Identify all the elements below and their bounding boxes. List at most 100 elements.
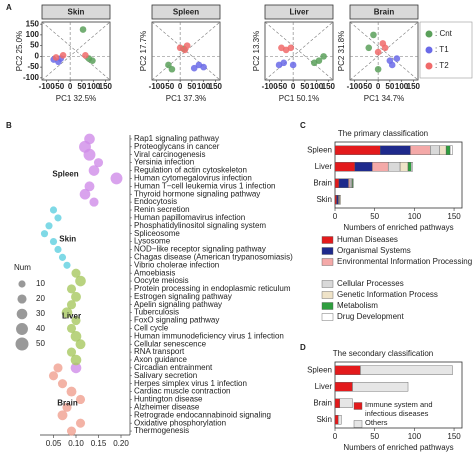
dot [66, 347, 77, 357]
bar-segment [338, 178, 349, 188]
dot [79, 188, 91, 200]
category-label: Apelin signaling pathway [134, 300, 222, 309]
category-label: Amoebiasis [134, 268, 175, 277]
category-label: Retrograde endocannabinoid signaling [134, 410, 271, 419]
x-tick-label: 0.10 [68, 439, 84, 448]
category-label: Human T−cell leukemia virus 1 infection [134, 181, 275, 190]
x-tick-label: 100 [395, 82, 409, 91]
category-label: Liver [315, 382, 333, 391]
x-tick-label: 0.20 [113, 439, 129, 448]
x-tick-label: 100 [87, 82, 101, 91]
plot-frame [264, 21, 334, 81]
legend-swatch [321, 280, 334, 288]
dot [75, 339, 86, 350]
group-label: Liver [62, 312, 81, 321]
category-label: Lysosome [134, 237, 171, 246]
legend-label: Others [365, 419, 388, 427]
category-label: Thyroid hormone signaling pathway [134, 189, 260, 198]
bar-segment [334, 162, 356, 172]
bar-segment [334, 365, 361, 375]
size-legend-label: 50 [36, 339, 45, 348]
dot [70, 354, 82, 366]
x-axis-label: PC1 50.1% [279, 94, 319, 103]
legend-swatch [321, 247, 334, 255]
plot-frame [151, 21, 221, 81]
panel-label: C [300, 121, 306, 130]
dot [66, 300, 77, 310]
dot [62, 402, 72, 412]
bar-segment [349, 178, 352, 188]
category-label: Skin [316, 415, 332, 424]
category-label: Cell cycle [134, 324, 169, 333]
category-label: FoxO signaling pathway [134, 316, 219, 325]
dot [75, 275, 86, 287]
legend-label: Human Diseases [337, 235, 398, 244]
dot [75, 394, 86, 405]
legend-label: : Cnt [435, 29, 453, 38]
plot-frame [334, 141, 463, 209]
x-tick-label: 100 [197, 82, 211, 91]
dot [54, 245, 62, 254]
category-label: Regulation of actin cytoskeleton [134, 166, 247, 175]
legend-label: Environmental Information Processing [337, 257, 473, 266]
category-label: Axon guidance [134, 355, 187, 364]
legend-label-box: Environmental Information Processing [337, 257, 473, 266]
dot [66, 426, 77, 436]
dot [66, 284, 77, 294]
x-tick-label: -100 [39, 82, 56, 91]
legend-swatch [353, 402, 363, 410]
point [393, 55, 401, 62]
legend-label: Cellular Processes [337, 279, 404, 288]
category-label: Alzheimer disease [134, 402, 200, 411]
x-tick-label: -50 [361, 82, 373, 91]
bar-segment [399, 162, 409, 172]
x-axis-label: Numbers of enriched pathways [343, 223, 453, 232]
dot [58, 253, 67, 261]
category-label: Protein processing in endoplasmic reticu… [134, 284, 291, 293]
dot [48, 371, 59, 381]
category-label: Liver [315, 162, 333, 171]
category-label: Human immunodeficiency virus 1 infection [134, 331, 284, 340]
x-tick-label: 50 [187, 82, 196, 91]
dot [63, 261, 71, 269]
bar-segment [445, 145, 451, 155]
x-tick-label: 150 [447, 432, 461, 441]
bar-segment [449, 145, 453, 155]
legend-label-box: Drug Development [337, 312, 404, 321]
legend-label-box: Metabolism [337, 301, 378, 310]
y-tick-label: 0 [35, 51, 40, 60]
point [183, 42, 191, 49]
legend-label-box: Genetic Information Process [337, 290, 438, 299]
point [365, 44, 373, 52]
x-tick-label: 50 [300, 82, 309, 91]
dot [57, 379, 68, 389]
dot [45, 222, 53, 230]
legend-swatch [321, 302, 334, 310]
category-label: Rap1 signaling pathway [134, 134, 219, 143]
x-tick-label: 100 [408, 432, 422, 441]
y-tick-label: 50 [30, 41, 39, 50]
x-tick-label: 0 [376, 82, 381, 91]
group-label: Brain [57, 399, 78, 408]
x-tick-label: -100 [262, 82, 279, 91]
category-label: Chagas disease (American trypanosomiasis… [134, 252, 293, 261]
group-label: Spleen [52, 170, 78, 179]
chart-title: The primary classification [338, 129, 428, 138]
category-label: Spleen [307, 365, 332, 374]
dot [70, 362, 82, 374]
point [320, 53, 327, 60]
category-label: Proteoglycans in cancer [134, 142, 220, 151]
facet-strip [349, 4, 419, 20]
plot-frame [41, 21, 111, 81]
legend-label-box: Organismal Systems [337, 246, 411, 255]
point [190, 64, 198, 72]
x-tick-label: 150 [407, 82, 421, 91]
bar-segment [339, 195, 341, 205]
legend-marker [425, 30, 433, 38]
x-axis-label: PC1 32.5% [56, 94, 96, 103]
x-tick-label: -50 [163, 82, 175, 91]
facet-strip [151, 4, 221, 20]
bar-segment [334, 145, 381, 155]
point [82, 51, 89, 59]
dot [71, 268, 81, 278]
